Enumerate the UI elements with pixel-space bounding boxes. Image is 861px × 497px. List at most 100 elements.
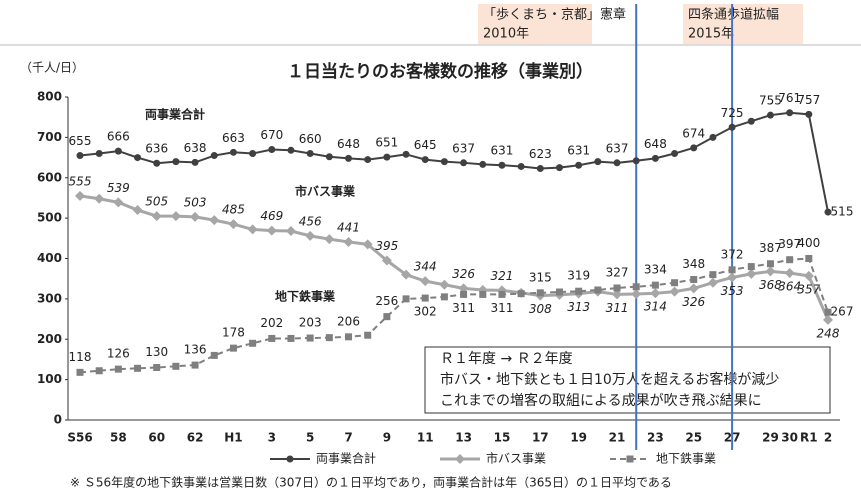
annotation: 四条通歩道拡幅 [688,7,779,23]
data-label: 651 [375,136,398,150]
point [268,145,276,153]
legend-marker [286,455,294,463]
data-label: 631 [567,144,590,158]
data-label: 387 [759,241,782,255]
point [690,275,698,283]
legend-marker [455,454,465,464]
data-label: 178 [222,326,245,340]
x-tick-label: 11 [417,431,434,445]
data-label: 206 [337,314,360,328]
data-label: 326 [452,267,475,281]
data-label: 485 [222,203,245,217]
note: Ｒ１年度 → Ｒ２年度 [440,351,573,367]
x-tick-label: 23 [647,431,664,445]
data-label: 505 [145,195,168,209]
x-tick-label: 58 [110,431,127,445]
data-label: 372 [721,247,744,261]
data-label: 364 [778,280,801,294]
point [766,111,774,119]
data-label: 666 [107,130,130,144]
data-label: 725 [721,106,744,120]
point [306,334,314,342]
point [709,133,717,141]
point [114,147,122,155]
point [345,154,353,162]
y-tick-label: 800 [37,90,62,104]
y-tick-label: 600 [37,170,62,184]
data-label: 130 [145,345,168,359]
point [440,158,448,166]
point [95,150,103,158]
data-label: 136 [184,343,207,357]
point [151,211,162,222]
point [517,290,525,298]
series-label: 両事業合計 [145,107,205,122]
point [613,284,621,292]
data-label: 308 [529,302,552,316]
x-tick-label: S56 [67,431,92,445]
point [76,368,84,376]
footnote: ※ Ｓ56年度の地下鉄事業は営業日数（307日）の１日平均であり，両事業合計は年… [70,475,672,490]
point [498,290,506,298]
point [688,283,699,294]
data-label: 353 [721,284,744,298]
y-tick-label: 400 [37,251,62,265]
legend-label: 地下鉄事業 [656,451,716,466]
data-label: 539 [107,181,130,195]
point [153,159,161,167]
annotation: 2010年 [483,27,529,42]
y-tick-label: 0 [54,413,62,427]
data-label: 202 [260,316,283,330]
point [209,215,220,226]
point [172,158,180,166]
point [479,160,487,168]
data-label: 441 [337,220,360,234]
data-label: 674 [682,126,705,140]
annotation-box [478,4,592,44]
point [268,334,276,342]
point [324,234,335,245]
point [228,219,239,230]
point [498,161,506,169]
point [765,266,776,277]
data-label: 348 [682,257,705,271]
point [746,268,757,279]
point [669,286,680,297]
point [306,150,314,158]
point [631,289,642,300]
point [401,269,412,280]
point [421,156,429,164]
point [671,150,679,158]
data-label: 397 [778,237,801,251]
note: 市バス・地下鉄とも１日10万人を超えるお客様が減少 [440,371,779,388]
point [285,226,296,237]
data-label: 469 [260,209,283,223]
series-line [79,111,829,213]
y-tick-label: 500 [37,211,62,225]
point [402,295,410,303]
x-tick-label: 21 [609,431,626,445]
data-label: 757 [797,93,820,107]
point [824,208,832,216]
data-label: 503 [184,195,207,209]
point [766,260,774,268]
point [651,281,659,289]
data-label: 126 [107,347,130,361]
point [210,351,218,359]
data-label: 395 [375,239,398,253]
point [191,361,199,369]
point [402,150,410,158]
y-tick-label: 200 [37,332,62,346]
annotation: 「歩くまち・京都」憲章 [483,7,626,23]
data-label: 248 [817,326,840,340]
x-tick-label: 15 [494,431,511,445]
point [690,144,698,152]
point [305,230,316,241]
x-tick-label: 5 [306,431,314,445]
point [132,205,143,216]
annotation: 2015年 [688,27,734,42]
point [247,224,258,235]
point [613,159,621,167]
data-label: 315 [529,270,552,284]
point [134,154,142,162]
